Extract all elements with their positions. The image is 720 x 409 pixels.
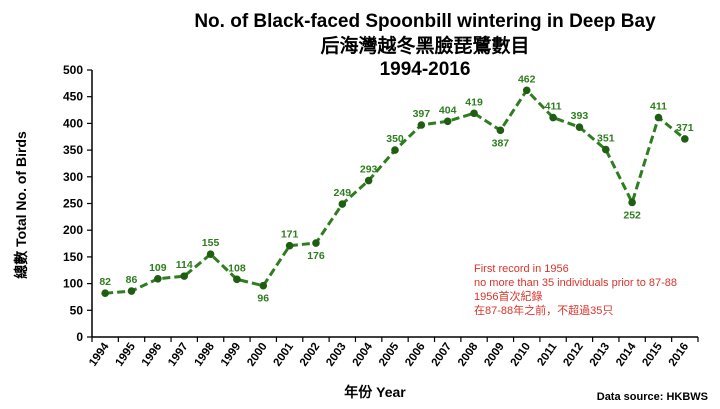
data-point (496, 126, 505, 135)
x-tick-label: 1997 (166, 341, 191, 369)
x-tick-label: 2008 (456, 340, 481, 368)
data-point (522, 86, 531, 95)
data-label: 387 (492, 137, 510, 149)
data-label: 96 (257, 293, 269, 305)
x-axis-label: 年份 Year (344, 384, 406, 400)
data-label: 411 (545, 101, 562, 113)
x-tick-label: 2010 (509, 341, 534, 369)
y-tick-label: 100 (63, 277, 83, 291)
data-label: 249 (334, 187, 352, 199)
data-label: 86 (126, 274, 138, 286)
x-tick-label: 2013 (588, 341, 613, 369)
x-tick-label: 1998 (193, 340, 218, 368)
data-point (470, 109, 478, 118)
x-tick-label: 2003 (324, 341, 349, 369)
x-tick-label: 1994 (87, 340, 112, 368)
x-tick-label: 2015 (640, 340, 665, 368)
annotation-line-1: First record in 1956 (474, 263, 569, 275)
data-label: 82 (99, 276, 111, 288)
data-point (628, 198, 636, 207)
chart-title-years: 1994-2016 (379, 59, 471, 80)
data-label: 293 (360, 164, 378, 176)
y-tick-label: 450 (63, 90, 83, 104)
x-tick-label: 2001 (272, 340, 297, 368)
chart-title-chinese: 后海灣越冬黑臉琵鷺數目 (320, 35, 530, 57)
data-point (154, 274, 162, 283)
data-label: 371 (676, 122, 694, 134)
chart-title-english: No. of Black-faced Spoonbill wintering i… (194, 11, 656, 32)
y-tick-label: 0 (76, 330, 83, 344)
annotation-line-4: 在87-88年之前，不超過35只 (474, 305, 614, 317)
data-label: 419 (465, 96, 483, 108)
x-tick-label: 2006 (403, 341, 428, 369)
data-point (417, 121, 426, 129)
data-label: 109 (149, 262, 167, 274)
data-point (180, 272, 189, 280)
data-label: 393 (571, 110, 589, 122)
x-tick-label: 2009 (482, 341, 507, 369)
annotation-line-2: no more than 35 individuals prior to 87-… (474, 277, 678, 289)
data-point (312, 239, 320, 247)
data-point (601, 145, 610, 154)
data-label: 462 (518, 73, 536, 85)
x-tick-label: 2011 (535, 340, 559, 368)
data-point (338, 200, 347, 208)
data-point (575, 123, 584, 131)
y-tick-label: 350 (63, 143, 83, 157)
data-label: 176 (307, 250, 325, 262)
y-tick-label: 300 (63, 170, 83, 184)
data-point (206, 250, 215, 259)
data-point (101, 289, 109, 298)
data-point (233, 275, 241, 284)
y-tick-label: 50 (70, 303, 84, 317)
y-tick-label: 250 (63, 197, 83, 211)
data-label: 108 (228, 262, 246, 274)
x-tick-label: 2002 (298, 341, 323, 369)
annotation-note: First record in 1956 no more than 35 ind… (474, 262, 677, 318)
x-tick-label: 1999 (219, 341, 244, 369)
y-tick-label: 400 (63, 116, 83, 130)
data-point (654, 113, 663, 122)
y-axis-label: 總數 Total No. of Birds (13, 131, 29, 279)
data-point (391, 146, 399, 154)
data-point (443, 117, 452, 126)
data-label: 397 (413, 108, 431, 120)
annotation-line-3: 1956首次紀錄 (474, 291, 543, 303)
y-tick-label: 200 (63, 223, 83, 237)
data-label: 404 (439, 104, 457, 116)
data-label: 171 (281, 229, 299, 241)
data-point (681, 135, 689, 143)
data-label: 411 (650, 101, 667, 113)
x-tick-label: 2012 (561, 341, 586, 369)
x-tick-label: 1995 (113, 340, 138, 368)
data-point (285, 241, 294, 250)
y-tick-label: 500 (63, 63, 83, 77)
data-point (549, 113, 557, 122)
data-label: 350 (386, 133, 404, 145)
data-point (127, 287, 136, 295)
data-label: 114 (176, 259, 193, 271)
x-tick-label: 2004 (351, 340, 376, 368)
data-label: 351 (597, 133, 615, 145)
chart-title: No. of Black-faced Spoonbill wintering i… (150, 10, 700, 82)
x-tick-label: 2005 (377, 340, 402, 368)
data-source: Data source: HKBWS (596, 391, 708, 403)
y-axis-label-wrap: 總數 Total No. of Birds (6, 70, 36, 340)
data-point (259, 281, 268, 290)
x-tick-label: 1996 (140, 341, 165, 369)
data-point (364, 176, 373, 185)
x-tick-label: 2007 (430, 341, 455, 369)
x-tick-label: 2016 (667, 341, 692, 369)
data-label: 252 (623, 209, 641, 221)
y-tick-label: 150 (63, 250, 83, 264)
x-tick-label: 2014 (614, 340, 639, 368)
x-tick-label: 2000 (245, 341, 270, 369)
data-label: 155 (202, 237, 220, 249)
